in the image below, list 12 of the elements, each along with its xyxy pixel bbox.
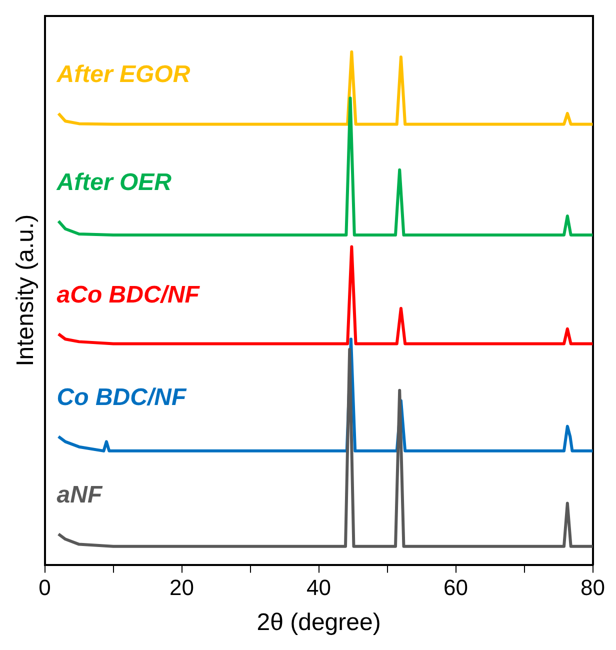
series-label: aCo BDC/NF [56,282,201,309]
series-label: After OER [56,168,172,196]
x-axis-title: 2θ (degree) [256,609,381,636]
x-tick-label: 80 [580,575,606,600]
y-axis-title: Intensity (a.u.) [12,214,40,366]
x-tick-label: 40 [306,575,332,600]
x-tick-label: 60 [444,575,468,600]
series-label: aNF [56,482,104,509]
x-tick-label: 20 [170,575,194,600]
x-tick-label: 0 [38,575,51,600]
series-label: Co BDC/NF [56,384,188,412]
series-label: After EGOR [56,61,191,88]
